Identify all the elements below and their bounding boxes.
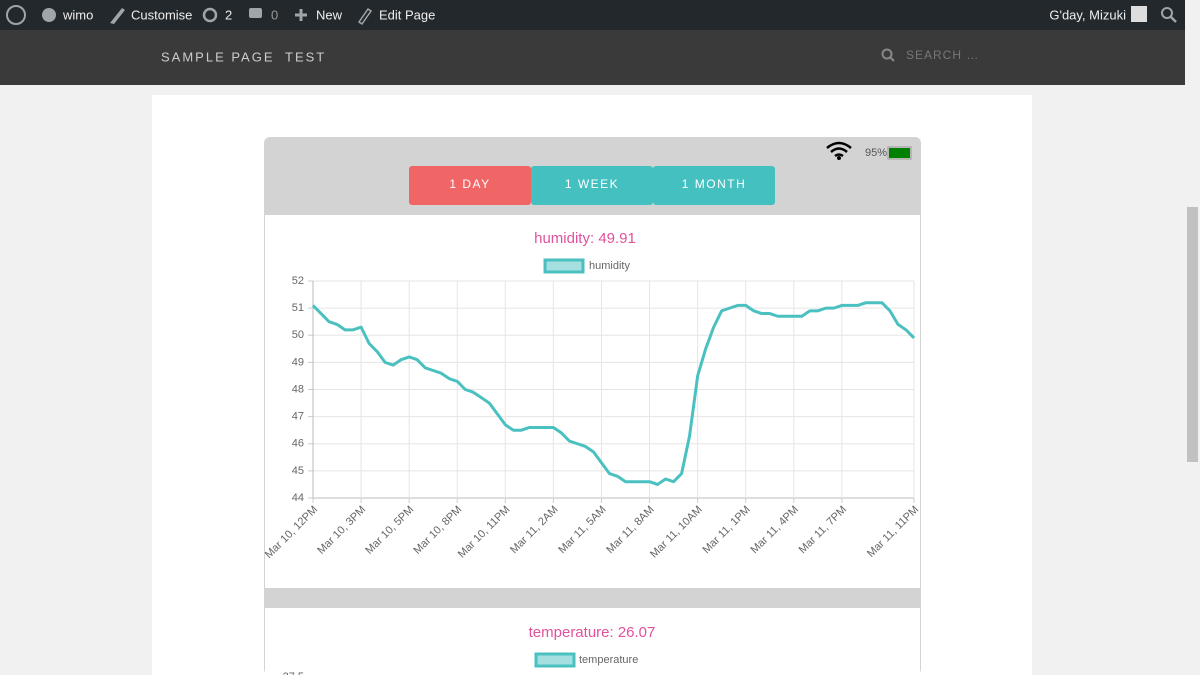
new-link[interactable]: New bbox=[316, 7, 343, 22]
wifi-dot bbox=[837, 156, 841, 160]
tab-label[interactable]: 1 WEEK bbox=[565, 177, 619, 191]
nav-bar bbox=[0, 30, 1200, 85]
tab-label[interactable]: 1 DAY bbox=[449, 177, 490, 191]
y-tick-label: 51 bbox=[292, 302, 304, 314]
y-tick-label: 47 bbox=[292, 411, 304, 423]
legend-swatch bbox=[543, 258, 585, 274]
tab[interactable] bbox=[653, 166, 775, 205]
legend-label: humidity bbox=[589, 260, 630, 272]
comments-icon[interactable] bbox=[249, 8, 262, 18]
edit-link[interactable]: Edit Page bbox=[379, 7, 435, 22]
admin-bar bbox=[0, 0, 1200, 30]
chart-card bbox=[265, 608, 920, 675]
line-series bbox=[311, 301, 916, 486]
search-input[interactable]: SEARCH … bbox=[906, 48, 979, 62]
search-icon[interactable] bbox=[1161, 7, 1173, 19]
nav-item[interactable]: TEST bbox=[285, 49, 326, 64]
tab-label[interactable]: 1 MONTH bbox=[682, 177, 747, 191]
customise-link[interactable]: Customise bbox=[131, 7, 192, 22]
tab[interactable] bbox=[409, 166, 531, 205]
brush-icon[interactable] bbox=[110, 8, 125, 24]
nav-search-handle bbox=[889, 56, 895, 62]
wifi-icon bbox=[826, 141, 852, 158]
chart-card bbox=[265, 215, 920, 588]
edit-icon[interactable] bbox=[357, 7, 373, 26]
y-tick-label: 44 bbox=[292, 492, 304, 504]
avatar[interactable] bbox=[1131, 6, 1147, 22]
y-tick-label: 48 bbox=[292, 383, 304, 395]
battery-label: 95% bbox=[865, 147, 887, 159]
battery-frame bbox=[887, 146, 912, 160]
site-link[interactable]: wimo bbox=[62, 7, 93, 22]
y-tick-label: 27.5 bbox=[283, 671, 304, 675]
y-tick-label: 45 bbox=[292, 465, 304, 477]
legend-swatch bbox=[534, 652, 576, 668]
greeting[interactable]: G'day, Mizuki bbox=[1049, 7, 1126, 22]
y-tick-label: 50 bbox=[292, 329, 304, 341]
y-tick-label: 52 bbox=[292, 275, 304, 287]
nav-item[interactable]: SAMPLE PAGE bbox=[161, 49, 275, 64]
new-icon[interactable] bbox=[295, 9, 307, 21]
updates-icon[interactable] bbox=[202, 7, 218, 23]
search-icon-handle bbox=[1170, 16, 1177, 23]
comments-count[interactable]: 0 bbox=[271, 7, 278, 22]
chart-title: humidity: 49.91 bbox=[534, 230, 636, 247]
legend-label: temperature bbox=[579, 654, 638, 666]
wp-logo[interactable] bbox=[6, 5, 26, 25]
battery-fill bbox=[889, 148, 910, 158]
dashboard-icon[interactable] bbox=[42, 8, 56, 22]
y-tick-label: 49 bbox=[292, 356, 304, 368]
tab[interactable] bbox=[531, 166, 653, 205]
updates-count[interactable]: 2 bbox=[225, 7, 232, 22]
chart-title: temperature: 26.07 bbox=[529, 624, 656, 641]
scrollbar-thumb[interactable] bbox=[1187, 207, 1198, 462]
nav-search-icon bbox=[881, 48, 893, 60]
y-tick-label: 46 bbox=[292, 438, 304, 450]
